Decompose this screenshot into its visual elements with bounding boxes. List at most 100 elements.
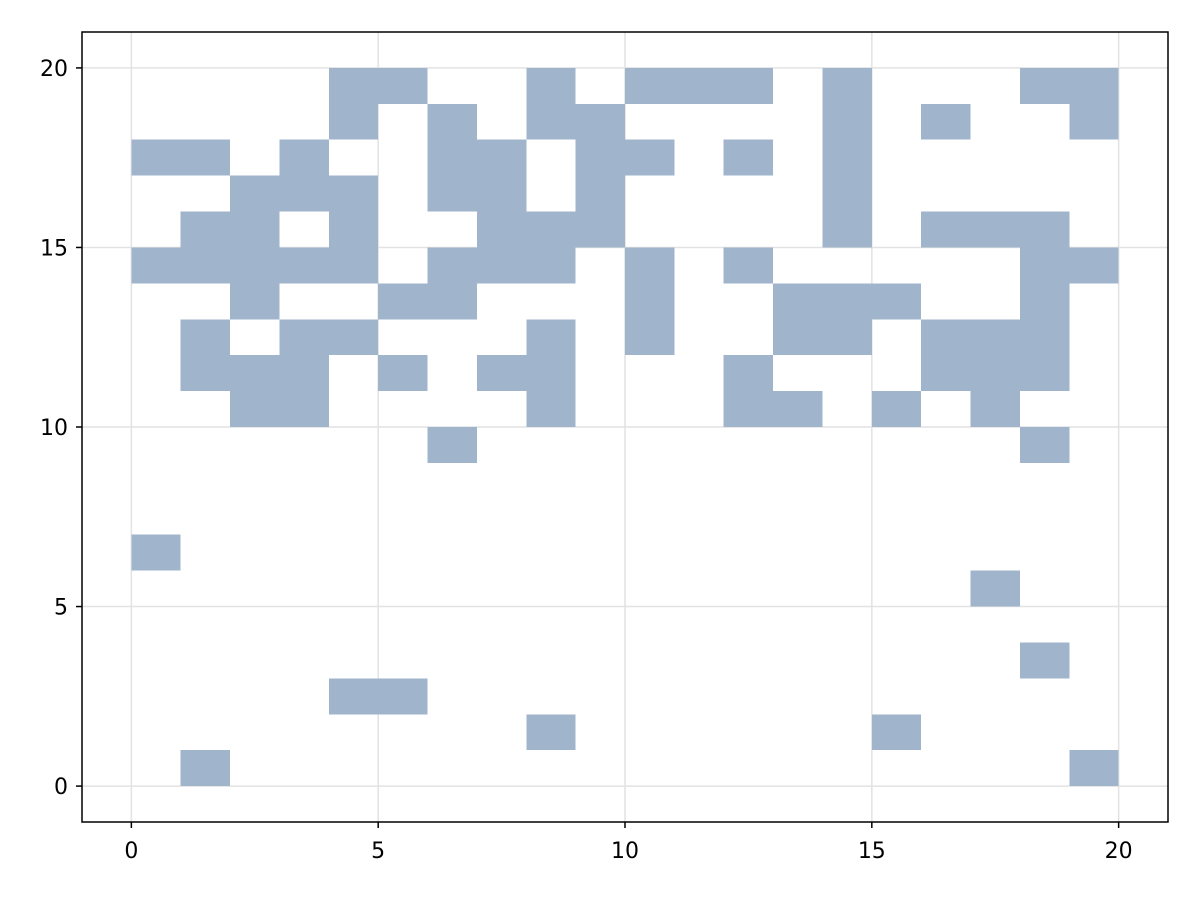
heatmap-cell [1069, 67, 1119, 104]
heatmap-cells [131, 67, 1119, 787]
heatmap-cell [723, 391, 774, 427]
heatmap-cell [871, 391, 922, 427]
y-tick-label: 0 [54, 775, 68, 800]
heatmap-cell [871, 283, 922, 320]
heatmap-cell [378, 67, 428, 104]
heatmap-cell [476, 139, 527, 176]
heatmap-cell [230, 355, 280, 392]
heatmap-cell [921, 103, 971, 140]
heatmap-cell [328, 175, 379, 212]
heatmap-cell [1019, 283, 1070, 320]
heatmap-cell [773, 283, 823, 320]
heatmap-cell [279, 319, 329, 356]
heatmap-cell [625, 319, 675, 356]
heatmap-cell [1019, 642, 1070, 679]
heatmap-cell [526, 714, 576, 751]
heatmap-cell [575, 103, 625, 140]
heatmap-cell [970, 570, 1020, 607]
heatmap-cell [476, 247, 527, 284]
heatmap-cell [427, 103, 477, 140]
heatmap-cell [328, 678, 379, 715]
heatmap-cell [970, 391, 1020, 427]
heatmap-cell [328, 319, 379, 356]
heatmap-cell [279, 175, 329, 212]
heatmap-cell [871, 714, 922, 751]
heatmap-cell [427, 175, 477, 212]
heatmap-cell [1019, 355, 1070, 392]
heatmap-cell [328, 103, 379, 140]
heatmap-cell [279, 139, 329, 176]
heatmap-cell [230, 211, 280, 248]
heatmap-cell [279, 247, 329, 284]
heatmap-cell [1069, 247, 1119, 284]
heatmap-cell [625, 247, 675, 284]
heatmap-cell [131, 247, 181, 284]
heatmap-cell [180, 211, 231, 248]
heatmap-cell [723, 355, 774, 392]
heatmap-cell [674, 67, 724, 104]
heatmap-cell [180, 139, 231, 176]
x-tick-label: 0 [124, 839, 138, 864]
heatmap-cell [526, 391, 576, 427]
heatmap-cell [279, 355, 329, 392]
heatmap-cell [378, 678, 428, 715]
heatmap-cell [230, 175, 280, 212]
heatmap-cell [526, 355, 576, 392]
heatmap-cell [180, 247, 231, 284]
axis-ticks [76, 67, 1120, 828]
heatmap-cell [921, 355, 971, 392]
heatmap-cell [526, 319, 576, 356]
heatmap-cell [476, 175, 527, 212]
heatmap-cell [625, 139, 675, 176]
heatmap-cell [921, 319, 971, 356]
heatmap-cell [773, 391, 823, 427]
heatmap-cell [921, 211, 971, 248]
heatmap-cell [773, 319, 823, 356]
heatmap-cell [180, 750, 231, 787]
heatmap-cell [822, 67, 872, 104]
heatmap-cell [1019, 247, 1070, 284]
heatmap-cell [822, 139, 872, 176]
heatmap-cell [526, 103, 576, 140]
heatmap-cell [822, 283, 872, 320]
heatmap-cell [328, 67, 379, 104]
y-tick-label: 5 [54, 596, 68, 621]
heatmap-cell [970, 211, 1020, 248]
heatmap-cell [427, 247, 477, 284]
y-tick-labels: 0 5 10 15 20 [40, 57, 68, 800]
heatmap-cell [625, 283, 675, 320]
heatmap-cell [970, 355, 1020, 392]
heatmap-cell [328, 247, 379, 284]
heatmap-cell [625, 67, 675, 104]
x-tick-labels: 0 5 10 15 20 [124, 839, 1132, 864]
heatmap-cell [476, 355, 527, 392]
heatmap-cell [180, 355, 231, 392]
heatmap-cell [822, 175, 872, 212]
heatmap-cell [378, 283, 428, 320]
x-tick-label: 10 [611, 839, 639, 864]
heatmap-cell [180, 319, 231, 356]
x-tick-label: 20 [1105, 839, 1133, 864]
x-tick-label: 5 [371, 839, 385, 864]
heatmap-cell [476, 211, 527, 248]
x-tick-label: 15 [858, 839, 886, 864]
heatmap-cell [1069, 103, 1119, 140]
y-tick-label: 15 [40, 236, 68, 261]
heatmap-cell [131, 139, 181, 176]
y-tick-label: 10 [40, 416, 68, 441]
heatmap-cell [970, 319, 1020, 356]
heatmap-cell [279, 391, 329, 427]
heatmap-cell [427, 283, 477, 320]
heatmap-cell [822, 211, 872, 248]
heatmap-cell [723, 67, 774, 104]
heatmap-cell [526, 211, 576, 248]
y-tick-label: 20 [40, 57, 68, 82]
heatmap-cell [723, 139, 774, 176]
heatmap-cell [427, 139, 477, 176]
heatmap-cell [230, 283, 280, 320]
heatmap-cell [1019, 319, 1070, 356]
heatmap-cell [575, 175, 625, 212]
heatmap-cell [822, 319, 872, 356]
heatmap-cell [575, 211, 625, 248]
